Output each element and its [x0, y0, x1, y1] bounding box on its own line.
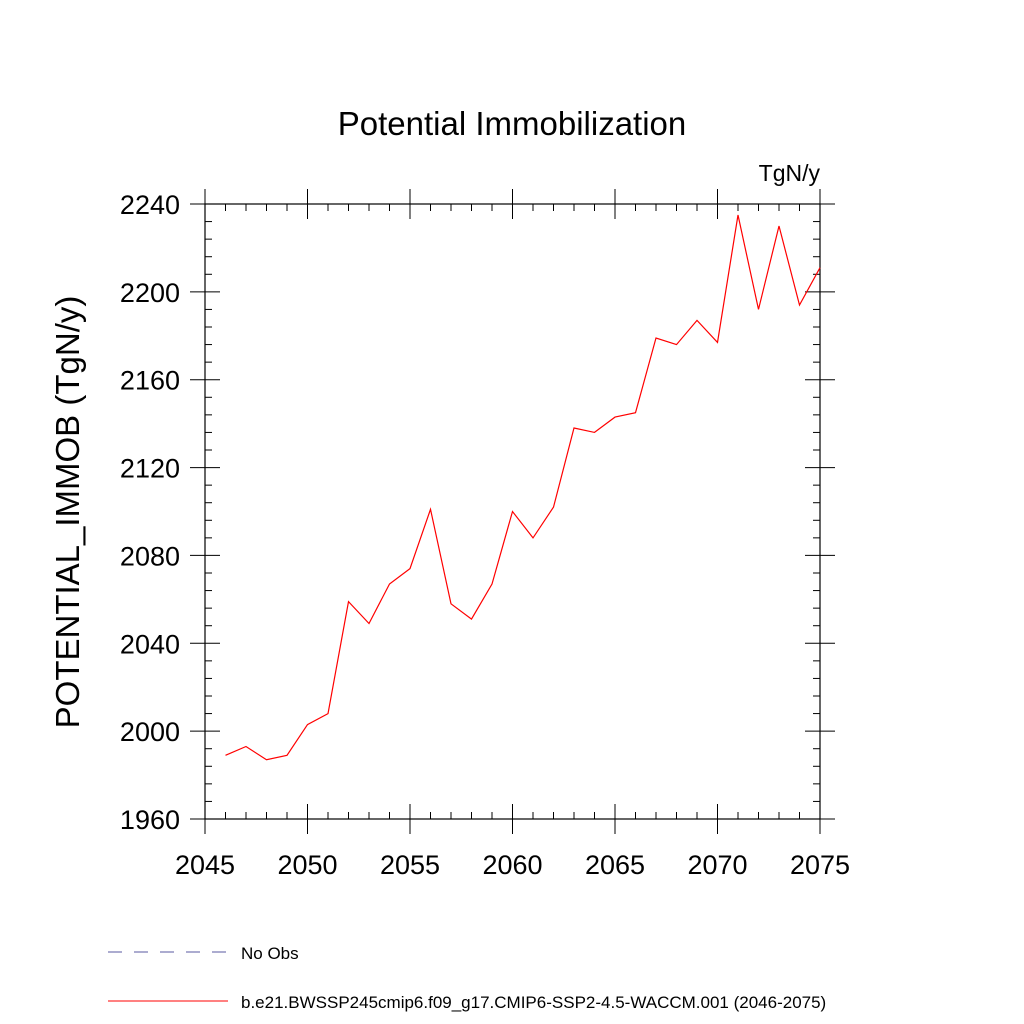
- data-point: [696, 319, 699, 322]
- series-line: [225, 214, 821, 761]
- data-point: [511, 510, 514, 513]
- x-tick-label: 2075: [790, 850, 850, 880]
- chart-title: Potential Immobilization: [338, 105, 687, 142]
- data-point: [778, 224, 781, 227]
- data-point: [245, 745, 248, 748]
- data-point: [224, 754, 227, 757]
- data-point: [675, 343, 678, 346]
- y-tick-label: 2200: [120, 278, 180, 308]
- x-tick-label: 2055: [380, 850, 440, 880]
- data-point: [388, 582, 391, 585]
- data-point: [655, 336, 658, 339]
- data-point: [819, 266, 822, 269]
- data-point: [368, 622, 371, 625]
- data-series: [224, 213, 822, 761]
- data-point: [634, 411, 637, 414]
- data-point: [757, 308, 760, 311]
- units-label: TgN/y: [759, 160, 821, 186]
- data-point: [552, 506, 555, 509]
- data-point: [327, 712, 330, 715]
- data-point: [716, 341, 719, 344]
- data-point: [409, 567, 412, 570]
- y-tick-label: 2120: [120, 454, 180, 484]
- data-point: [573, 427, 576, 430]
- data-point: [265, 758, 268, 761]
- data-point: [306, 723, 309, 726]
- y-tick-label: 2080: [120, 541, 180, 571]
- data-point: [286, 754, 289, 757]
- y-tick-label: 2040: [120, 629, 180, 659]
- x-tick-label: 2045: [175, 850, 235, 880]
- x-tick-label: 2060: [482, 850, 542, 880]
- tick-labels: 2045 2050 2055 2060 2065 2070 2075 1960 2000 2040…: [120, 190, 850, 880]
- axis-ticks: [190, 189, 835, 834]
- data-point: [614, 416, 617, 419]
- data-point: [429, 508, 432, 511]
- legend: No Obs b.e21.BWSSP245cmip6.f09_g17.CMIP6-…: [108, 944, 826, 1012]
- y-tick-label: 2160: [120, 366, 180, 396]
- data-point: [532, 536, 535, 539]
- y-tick-label: 2000: [120, 717, 180, 747]
- data-point: [737, 213, 740, 216]
- y-axis-label: POTENTIAL_IMMOB (TgN/y): [49, 296, 86, 729]
- data-point: [593, 431, 596, 434]
- legend-label: No Obs: [241, 944, 299, 963]
- data-point: [470, 618, 473, 621]
- data-point: [450, 602, 453, 605]
- legend-label: b.e21.BWSSP245cmip6.f09_g17.CMIP6-SSP2-4…: [241, 993, 826, 1012]
- y-tick-label: 2240: [120, 190, 180, 220]
- data-point: [347, 600, 350, 603]
- x-tick-label: 2050: [277, 850, 337, 880]
- x-tick-label: 2070: [687, 850, 747, 880]
- data-point: [798, 304, 801, 307]
- y-tick-label: 1960: [120, 805, 180, 835]
- x-tick-label: 2065: [585, 850, 645, 880]
- data-point: [491, 582, 494, 585]
